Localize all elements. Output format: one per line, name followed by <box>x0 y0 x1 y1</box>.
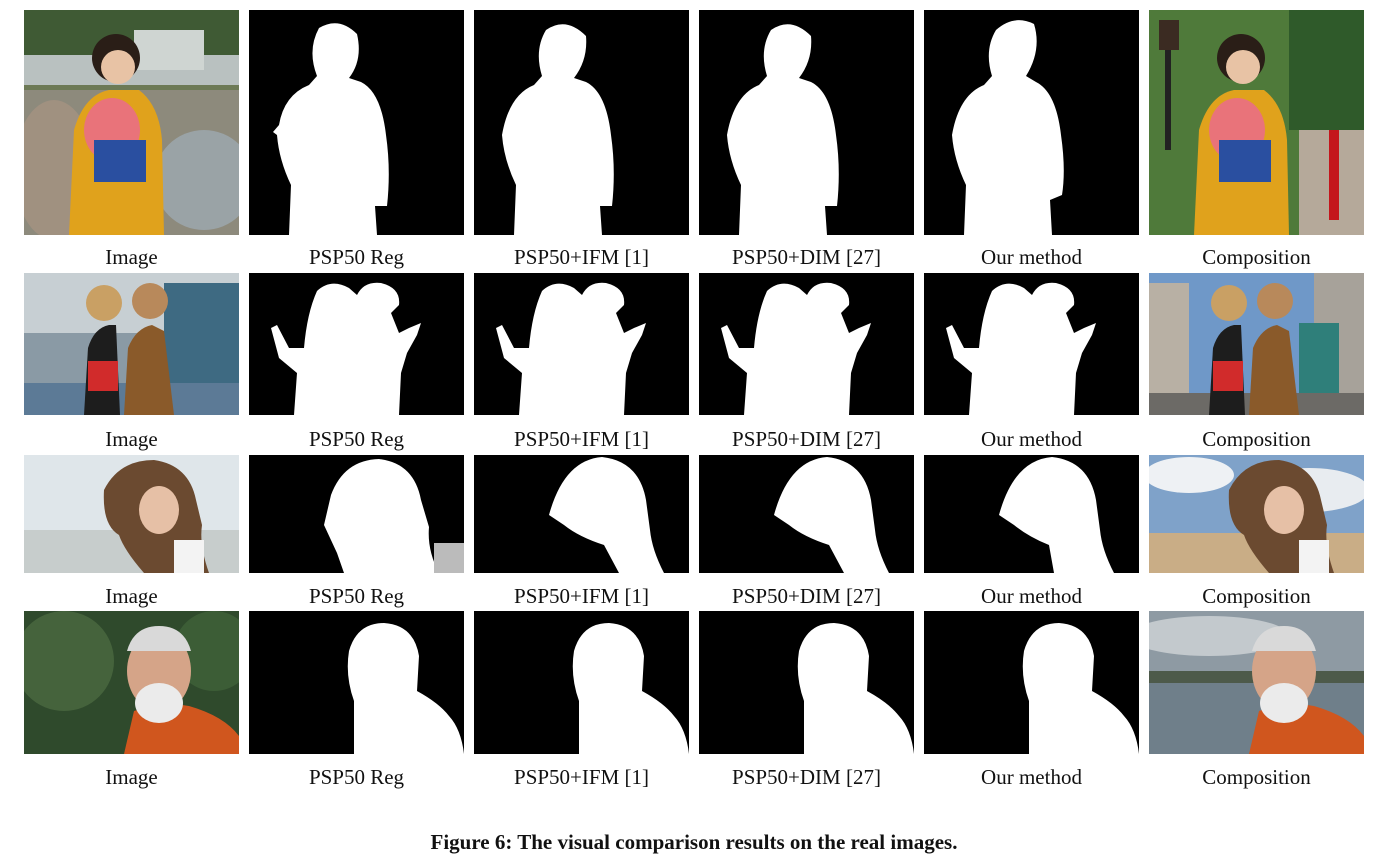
caption-our-method-row2: Our method <box>981 427 1082 451</box>
caption-psp50-reg-row1: PSP50 Reg <box>308 245 405 269</box>
caption-our-method-row4: Our method <box>981 765 1082 789</box>
caption-composition-row2: Composition <box>1202 427 1311 451</box>
matte-psp50-dim-row1 <box>699 10 914 235</box>
caption-our-method-row3: Our method <box>981 584 1082 608</box>
caption-psp50-reg-row3: PSP50 Reg <box>308 584 405 608</box>
input-image-old-man <box>24 611 239 754</box>
matte-our-method-row2 <box>924 273 1139 415</box>
input-image-curly-hair <box>24 455 239 573</box>
caption-image-row2: Image <box>105 427 158 451</box>
caption-composition-row3: Composition <box>1202 584 1311 608</box>
figure-caption: Figure 6: The visual comparison results … <box>430 830 958 854</box>
matte-psp50-ifm-row1 <box>474 10 689 235</box>
caption-psp50-dim-row2: PSP50+DIM [27] <box>732 427 881 451</box>
caption-psp50-ifm-row4: PSP50+IFM [1] <box>514 765 649 789</box>
matte-psp50-ifm-row3 <box>474 455 689 573</box>
caption-composition-row4: Composition <box>1202 765 1311 789</box>
matte-psp50-dim-row2 <box>699 273 914 415</box>
caption-image-row3: Image <box>105 584 158 608</box>
input-image-two-women <box>24 273 239 415</box>
caption-psp50-reg-row2: PSP50 Reg <box>308 427 405 451</box>
caption-image-row4: Image <box>105 765 158 789</box>
caption-psp50-ifm-row3: PSP50+IFM [1] <box>514 584 649 608</box>
matte-psp50-ifm-row4 <box>474 611 689 754</box>
matte-psp50-reg-row3 <box>249 455 464 573</box>
caption-psp50-dim-row3: PSP50+DIM [27] <box>732 584 881 608</box>
caption-psp50-dim-row1: PSP50+DIM [27] <box>732 245 881 269</box>
caption-our-method-row1: Our method <box>981 245 1082 269</box>
caption-composition-row1: Composition <box>1202 245 1311 269</box>
caption-psp50-ifm-row2: PSP50+IFM [1] <box>514 427 649 451</box>
matte-our-method-row3 <box>924 455 1139 573</box>
caption-psp50-ifm-row1: PSP50+IFM [1] <box>514 245 649 269</box>
matte-psp50-ifm-row2 <box>474 273 689 415</box>
caption-psp50-dim-row4: PSP50+DIM [27] <box>732 765 881 789</box>
input-image-kimono <box>24 10 239 235</box>
caption-psp50-reg-row4: PSP50 Reg <box>308 765 405 789</box>
matte-psp50-reg-row4 <box>249 611 464 754</box>
matte-psp50-reg-row2 <box>249 273 464 415</box>
composition-image-row4 <box>1149 611 1364 754</box>
matte-our-method-row1 <box>924 10 1139 235</box>
caption-image-row1: Image <box>105 245 158 269</box>
matte-psp50-dim-row3 <box>699 455 914 573</box>
matte-psp50-reg-row1 <box>249 10 464 235</box>
composition-image-row3 <box>1149 455 1364 573</box>
composition-image-row1 <box>1149 10 1364 235</box>
matte-our-method-row4 <box>924 611 1139 754</box>
matte-psp50-dim-row4 <box>699 611 914 754</box>
composition-image-row2 <box>1149 273 1364 415</box>
